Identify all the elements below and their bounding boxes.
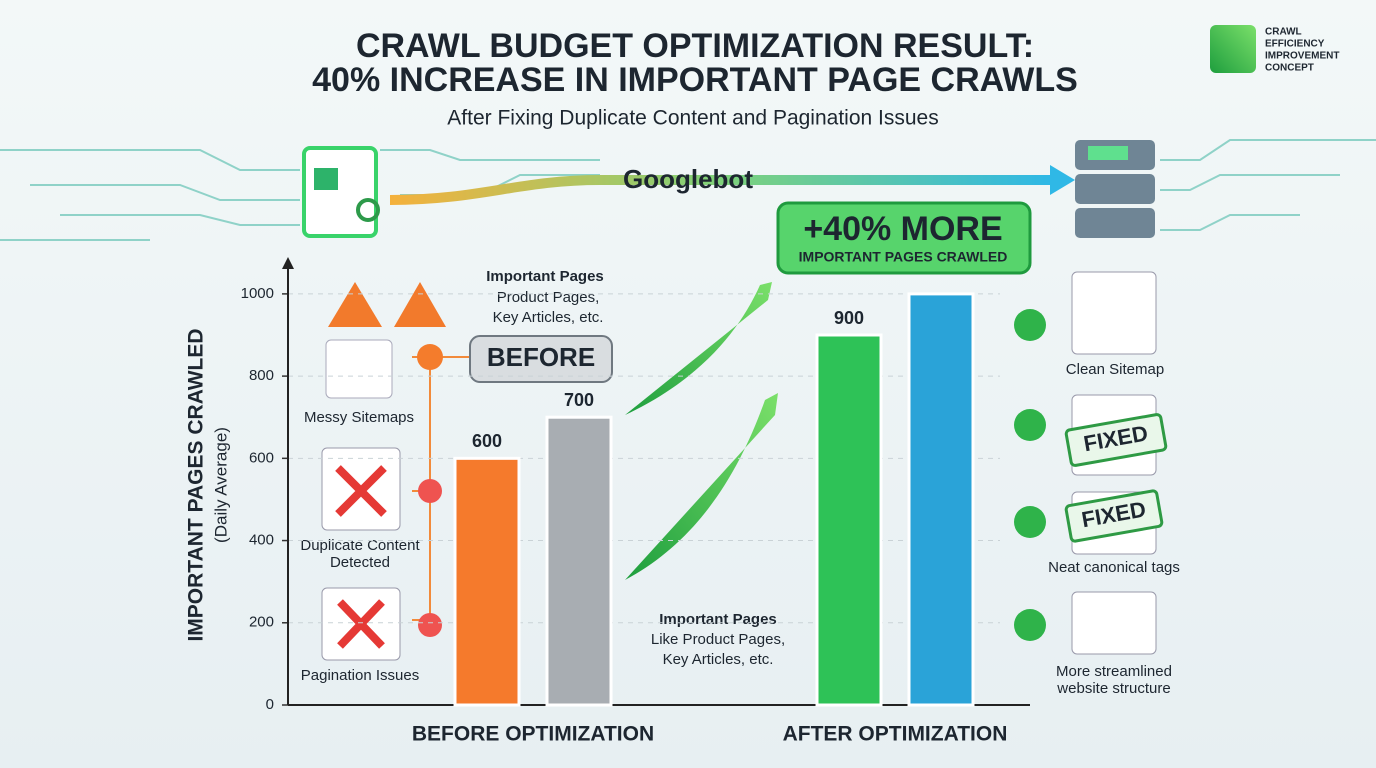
bar [815,333,883,707]
fix-label: More streamlined [1056,663,1172,680]
y-tick-label: 800 [249,367,274,384]
y-axis-arrow [282,257,294,269]
bot-label: Googlebot [623,164,753,194]
issue-label: Pagination Issues [301,667,419,684]
page-icon [302,146,380,238]
logo-text: CONCEPT [1265,63,1314,74]
y-axis-label: IMPORTANT PAGES CRAWLED [185,328,208,641]
crawl-beam [389,175,1050,205]
chart-title: CRAWL BUDGET OPTIMIZATION RESULT: [356,27,1034,65]
y-tick-label: 200 [249,614,274,631]
annotation: Key Articles, etc. [663,651,774,668]
logo-text: IMPROVEMENT [1265,51,1339,62]
annotation: Important Pages [486,268,604,285]
y-axis-sublabel: (Daily Average) [211,427,230,543]
value-label: 700 [564,390,594,410]
value-label: 900 [834,308,864,328]
x-category-label: BEFORE OPTIMIZATION [412,723,654,746]
annotation: Like Product Pages, [651,631,785,648]
issue-label: Messy Sitemaps [304,409,414,426]
server-icon [1075,140,1155,238]
chart-subtitle: After Fixing Duplicate Content and Pagin… [447,107,938,130]
logo-text: CRAWL [1265,27,1302,38]
y-tick-label: 400 [249,532,274,549]
issue-icons [321,282,470,661]
fix-label: website structure [1056,680,1170,697]
logo-icon [1210,25,1256,73]
y-tick-label: 0 [266,696,274,713]
y-tick-label: 1000 [241,285,274,302]
bar [453,456,521,707]
bar [907,292,975,707]
chart-title: 40% INCREASE IN IMPORTANT PAGE CRAWLS [312,61,1078,99]
more-badge-sub: IMPORTANT PAGES CRAWLED [799,249,1008,265]
annotation: Key Articles, etc. [493,309,604,326]
y-tick-label: 600 [249,449,274,466]
annotation: Important Pages [659,611,777,628]
badge-shapes [469,201,1032,580]
logo-text: EFFICIENCY [1265,39,1325,50]
value-label: 600 [472,431,502,451]
annotation: Product Pages, [497,289,600,306]
beam-arrowhead [1050,165,1075,195]
more-badge: +40% MORE [803,210,1002,248]
x-category-label: AFTER OPTIMIZATION [783,723,1008,746]
fix-label: Clean Sitemap [1066,361,1164,378]
fix-icons [1014,271,1168,655]
issue-label: Detected [330,554,390,571]
issue-label: Duplicate Content [300,537,420,554]
before-badge: BEFORE [487,342,595,372]
bar [545,415,613,707]
fix-label: Neat canonical tags [1048,559,1180,576]
plot: 0 200 400 600 800 1000 BEFORE OPTIMIZATION 600 7… [241,257,1030,746]
